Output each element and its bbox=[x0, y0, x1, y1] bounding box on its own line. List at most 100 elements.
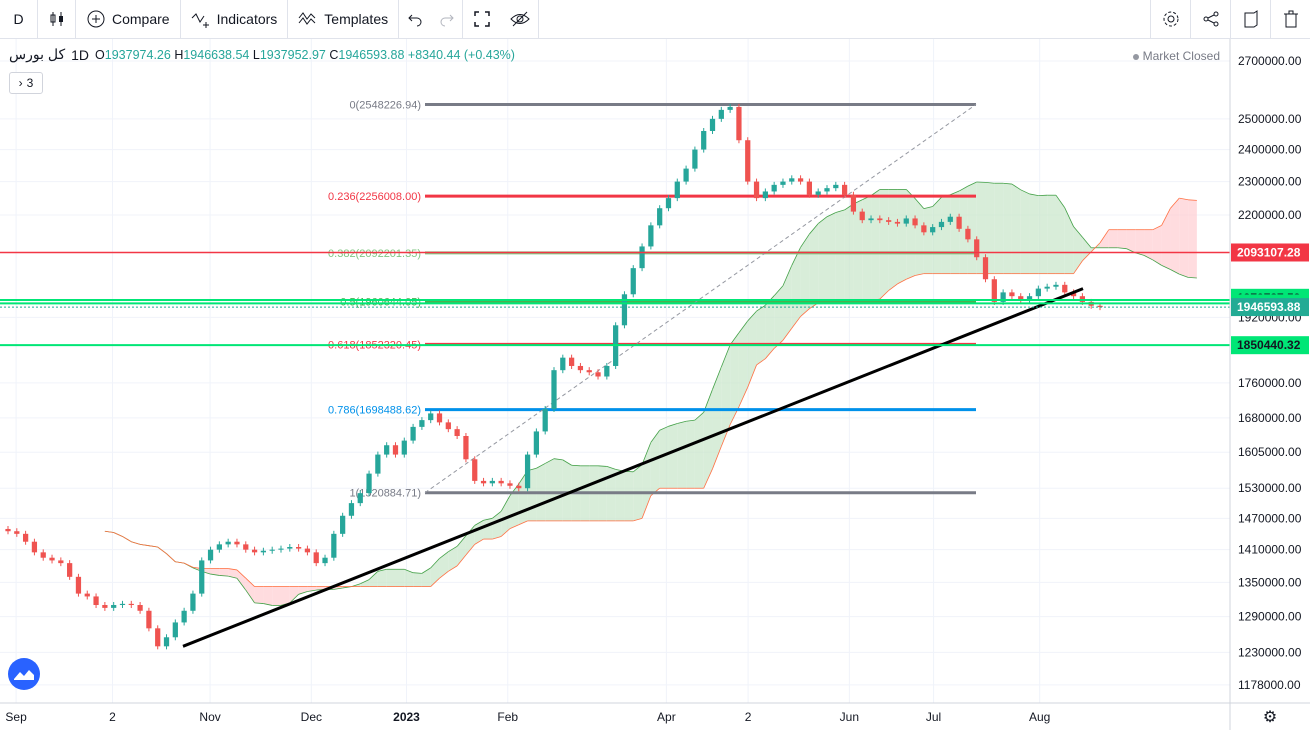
fullscreen-button[interactable] bbox=[463, 0, 501, 38]
senkou-span-b bbox=[1090, 242, 1101, 253]
cloud-segment bbox=[369, 571, 378, 587]
candle-body bbox=[111, 605, 117, 608]
settings-button[interactable] bbox=[1150, 0, 1190, 38]
senkou-span-a bbox=[720, 344, 731, 368]
senkou-span-b bbox=[1073, 260, 1083, 274]
senkou-span-a bbox=[641, 442, 652, 465]
candle-body bbox=[762, 191, 768, 199]
senkou-span-b bbox=[140, 543, 149, 547]
senkou-span-a bbox=[474, 519, 484, 526]
cloud-segment bbox=[994, 183, 1004, 274]
cloud-segment bbox=[1038, 195, 1048, 274]
redo-button[interactable] bbox=[431, 0, 464, 38]
candle-body bbox=[850, 194, 857, 212]
candle-body bbox=[833, 184, 839, 189]
senkou-span-a bbox=[1179, 273, 1189, 278]
candle-body bbox=[14, 531, 20, 534]
candle-body bbox=[797, 178, 804, 182]
senkou-span-a bbox=[456, 535, 467, 547]
axis-settings-icon[interactable]: ⚙ bbox=[1263, 709, 1277, 726]
candle-body bbox=[727, 106, 733, 110]
fib-level-label: 0.382(2092201.35) bbox=[328, 248, 421, 260]
senkou-span-a bbox=[307, 589, 317, 592]
candlesticks bbox=[5, 103, 1103, 650]
senkou-span-a bbox=[1152, 259, 1162, 266]
candle-body bbox=[1018, 296, 1024, 300]
cloud-segment bbox=[413, 572, 422, 587]
candle-body bbox=[322, 557, 328, 564]
undo-button[interactable] bbox=[399, 0, 431, 38]
candle-body bbox=[956, 216, 962, 229]
cloud-segment bbox=[554, 458, 563, 521]
price-tick-label: 1350000.00 bbox=[1238, 575, 1302, 589]
cloud-segment bbox=[562, 459, 572, 521]
cloud-segment bbox=[386, 569, 396, 587]
senkou-span-a bbox=[421, 567, 431, 574]
senkou-span-a bbox=[835, 209, 845, 213]
delete-button[interactable] bbox=[1270, 0, 1310, 38]
senkou-span-b bbox=[1082, 251, 1092, 262]
cloud-segment bbox=[219, 568, 229, 577]
cloud-segment bbox=[941, 194, 951, 274]
candle-body bbox=[877, 218, 883, 221]
candle-body bbox=[58, 560, 64, 564]
senkou-span-a bbox=[773, 285, 784, 296]
price-tick-label: 1290000.00 bbox=[1238, 610, 1302, 624]
cloud-segment bbox=[281, 586, 290, 606]
cloud-segment bbox=[765, 295, 775, 359]
candle-body bbox=[1070, 292, 1077, 297]
cloud-segment bbox=[360, 579, 370, 587]
candle-body bbox=[243, 544, 249, 550]
time-tick-label: Nov bbox=[199, 710, 220, 724]
senkou-span-a bbox=[800, 233, 810, 248]
candle-body bbox=[639, 246, 645, 269]
hide-drawings-button[interactable] bbox=[501, 0, 540, 38]
candle-body bbox=[119, 603, 126, 606]
senkou-span-a bbox=[1003, 182, 1012, 185]
candle-body bbox=[595, 372, 601, 377]
senkou-span-b bbox=[166, 553, 176, 563]
symbol-name[interactable]: کل بورس bbox=[9, 46, 66, 62]
cloud-segment bbox=[756, 305, 766, 365]
senkou-span-b bbox=[800, 308, 810, 317]
cloud-segment bbox=[245, 578, 255, 603]
time-tick-label: 2023 bbox=[393, 710, 420, 724]
candle-body bbox=[771, 184, 777, 192]
snapshot-button[interactable] bbox=[1230, 0, 1270, 38]
cloud-segment bbox=[1055, 195, 1065, 274]
candle-body bbox=[1053, 284, 1059, 287]
senkou-span-b bbox=[113, 532, 123, 537]
chart-type-button[interactable] bbox=[38, 0, 76, 38]
cloud-segment bbox=[1170, 198, 1180, 275]
price-tick-label: 2200000.00 bbox=[1238, 208, 1302, 222]
indicators-button[interactable]: Indicators bbox=[181, 0, 289, 38]
senkou-span-a bbox=[650, 430, 661, 443]
senkou-span-b bbox=[122, 536, 132, 543]
indicators-toggle[interactable]: › 3 bbox=[9, 72, 43, 94]
cloud-segment bbox=[289, 586, 299, 603]
indicators-label: Indicators bbox=[216, 11, 278, 27]
senkou-span-a bbox=[1143, 255, 1154, 261]
interval-button[interactable]: D bbox=[0, 0, 38, 38]
status-dot-icon bbox=[1132, 53, 1139, 60]
senkou-span-a bbox=[738, 320, 749, 334]
price-tick-label: 1605000.00 bbox=[1238, 445, 1302, 459]
tradingview-logo[interactable] bbox=[8, 658, 40, 690]
chevron-right-icon: › bbox=[18, 76, 23, 90]
candle-body bbox=[463, 436, 469, 460]
senkou-span-b bbox=[756, 358, 766, 366]
candle-body bbox=[692, 149, 698, 169]
share-button[interactable] bbox=[1190, 0, 1230, 38]
templates-button[interactable]: Templates bbox=[288, 0, 400, 38]
compare-button[interactable]: Compare bbox=[76, 0, 181, 38]
senkou-span-a bbox=[1170, 269, 1180, 275]
cloud-segment bbox=[272, 586, 281, 606]
cloud-segment bbox=[897, 189, 907, 284]
senkou-span-a bbox=[219, 575, 229, 577]
candle-body bbox=[22, 533, 29, 542]
market-status-text: Market Closed bbox=[1142, 49, 1220, 63]
candle-body bbox=[49, 557, 55, 561]
logo-icon bbox=[14, 670, 34, 680]
price-tick-label: 1680000.00 bbox=[1238, 411, 1302, 425]
